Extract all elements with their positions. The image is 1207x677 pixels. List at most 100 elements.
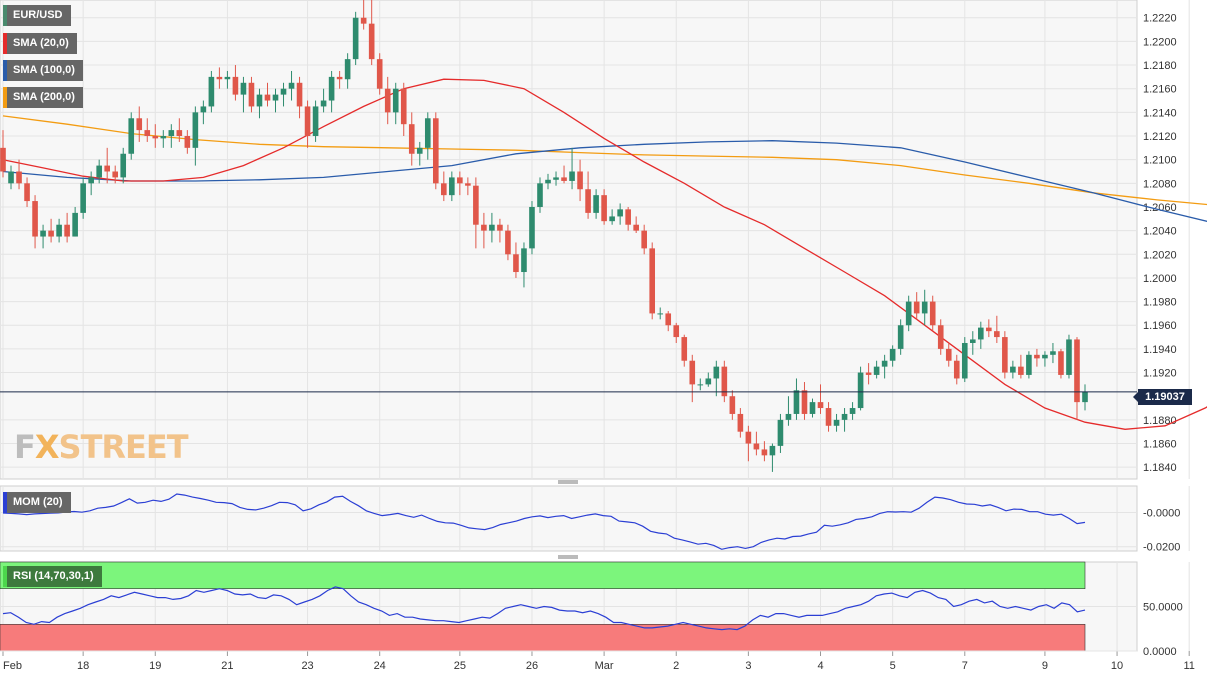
candle-body-37 [296,82,303,107]
candle-body-54 [432,118,439,184]
candle-body-95 [761,449,768,456]
y-tick-label-price-10: 1.2020 [1143,249,1177,261]
candle-body-50 [400,88,407,125]
candle-body-41 [328,76,335,101]
candle-body-52 [416,147,423,154]
candle-body-105 [841,413,848,420]
legend-sma20: SMA (20,0) [3,33,77,54]
logo-street: STREET [58,428,189,466]
legend-rsi: RSI (14,70,30,1) [3,566,102,587]
candle-body-134 [1074,339,1080,403]
candle-body-45 [360,17,367,24]
x-tick-label-6: 25 [454,660,466,672]
x-tick-label-13: 7 [962,660,968,672]
candle-body-121 [969,339,976,343]
candle-body-98 [785,413,792,420]
candle-body-6 [48,230,54,237]
candle-body-133 [1066,339,1072,375]
candle-body-42 [336,76,343,80]
legend-sma100: SMA (100,0) [3,60,83,81]
candle-body-122 [978,327,984,340]
x-tick-label-7: 26 [526,660,538,672]
candle-body-88 [705,378,712,385]
candle-body-64 [513,254,519,273]
candle-body-11 [88,177,94,184]
y-tick-label-price-9: 1.2040 [1143,226,1177,238]
y-tick-label-price-11: 1.2000 [1143,273,1177,285]
y-tick-label-price-5: 1.2120 [1143,131,1177,143]
candle-body-109 [873,366,880,375]
candle-body-83 [665,313,672,326]
candle-body-27 [216,76,223,80]
candle-body-16 [128,118,135,154]
y-tick-label-price-14: 1.1940 [1143,344,1177,356]
candle-body-120 [961,342,968,379]
sma20-line [2,78,1207,430]
rsi-oversold-zone [0,623,1086,652]
candle-body-87 [697,384,704,386]
legend-pair: EUR/USD [3,5,71,26]
legend-sma200-label: SMA (200,0) [13,91,75,103]
candle-body-94 [753,443,760,450]
candle-body-60 [481,224,487,231]
candle-body-18 [144,130,151,137]
candle-body-114 [913,301,920,314]
candle-body-0 [0,147,6,172]
candle-body-7 [56,224,62,237]
y-tick-label-price-16: 1.1880 [1143,415,1177,427]
legend-mom-label: MOM (20) [13,496,63,508]
candle-body-99 [793,390,800,414]
candle-body-48 [384,88,391,113]
candle-body-84 [673,325,680,338]
candle-body-74 [593,195,599,213]
candle-body-102 [817,402,824,409]
candle-body-30 [240,82,247,95]
y-tick-label-rsi-1: 0.0000 [1143,646,1177,658]
candle-body-20 [160,136,167,139]
candle-body-51 [408,124,415,154]
candle-body-46 [368,23,375,60]
candle-body-39 [312,106,319,137]
candle-body-22 [176,130,183,137]
x-tick-label-11: 4 [817,660,823,672]
candle-body-28 [224,76,231,80]
candle-body-35 [280,88,287,95]
candle-body-129 [1034,354,1040,359]
candle-body-73 [585,189,591,213]
candle-body-24 [192,112,199,148]
candle-body-44 [352,17,359,60]
candle-body-119 [953,360,960,379]
candle-body-57 [457,177,463,184]
candle-body-127 [1018,366,1024,375]
candle-body-72 [577,171,583,190]
candle-body-103 [825,408,832,426]
candle-body-75 [601,195,607,222]
y-tick-label-price-0: 1.2220 [1143,13,1177,25]
candle-body-10 [80,183,86,213]
y-tick-label-price-18: 1.1840 [1143,462,1177,474]
candle-body-61 [489,224,495,231]
candle-body-67 [537,183,543,207]
candle-body-111 [889,348,896,361]
candle-body-58 [465,183,471,186]
candle-body-107 [857,372,864,409]
legend-pair-label: EUR/USD [13,9,63,21]
candle-body-131 [1050,351,1056,355]
candle-body-40 [320,100,327,107]
candle-body-124 [994,331,1000,338]
y-tick-label-price-6: 1.2100 [1143,155,1177,167]
candle-body-36 [288,82,295,89]
y-tick-label-price-3: 1.2160 [1143,84,1177,96]
candle-body-92 [737,413,744,432]
x-tick-label-9: 2 [673,660,679,672]
x-tick-label-4: 23 [301,660,313,672]
candle-body-71 [569,171,575,181]
current-price-tag: 1.19037 [1133,389,1192,405]
candle-body-113 [905,301,912,326]
mom-panel [0,485,1138,552]
candle-body-26 [208,76,215,107]
candle-body-9 [72,212,78,237]
candle-body-86 [689,360,696,385]
candle-body-49 [392,88,399,113]
candle-body-90 [721,366,728,397]
